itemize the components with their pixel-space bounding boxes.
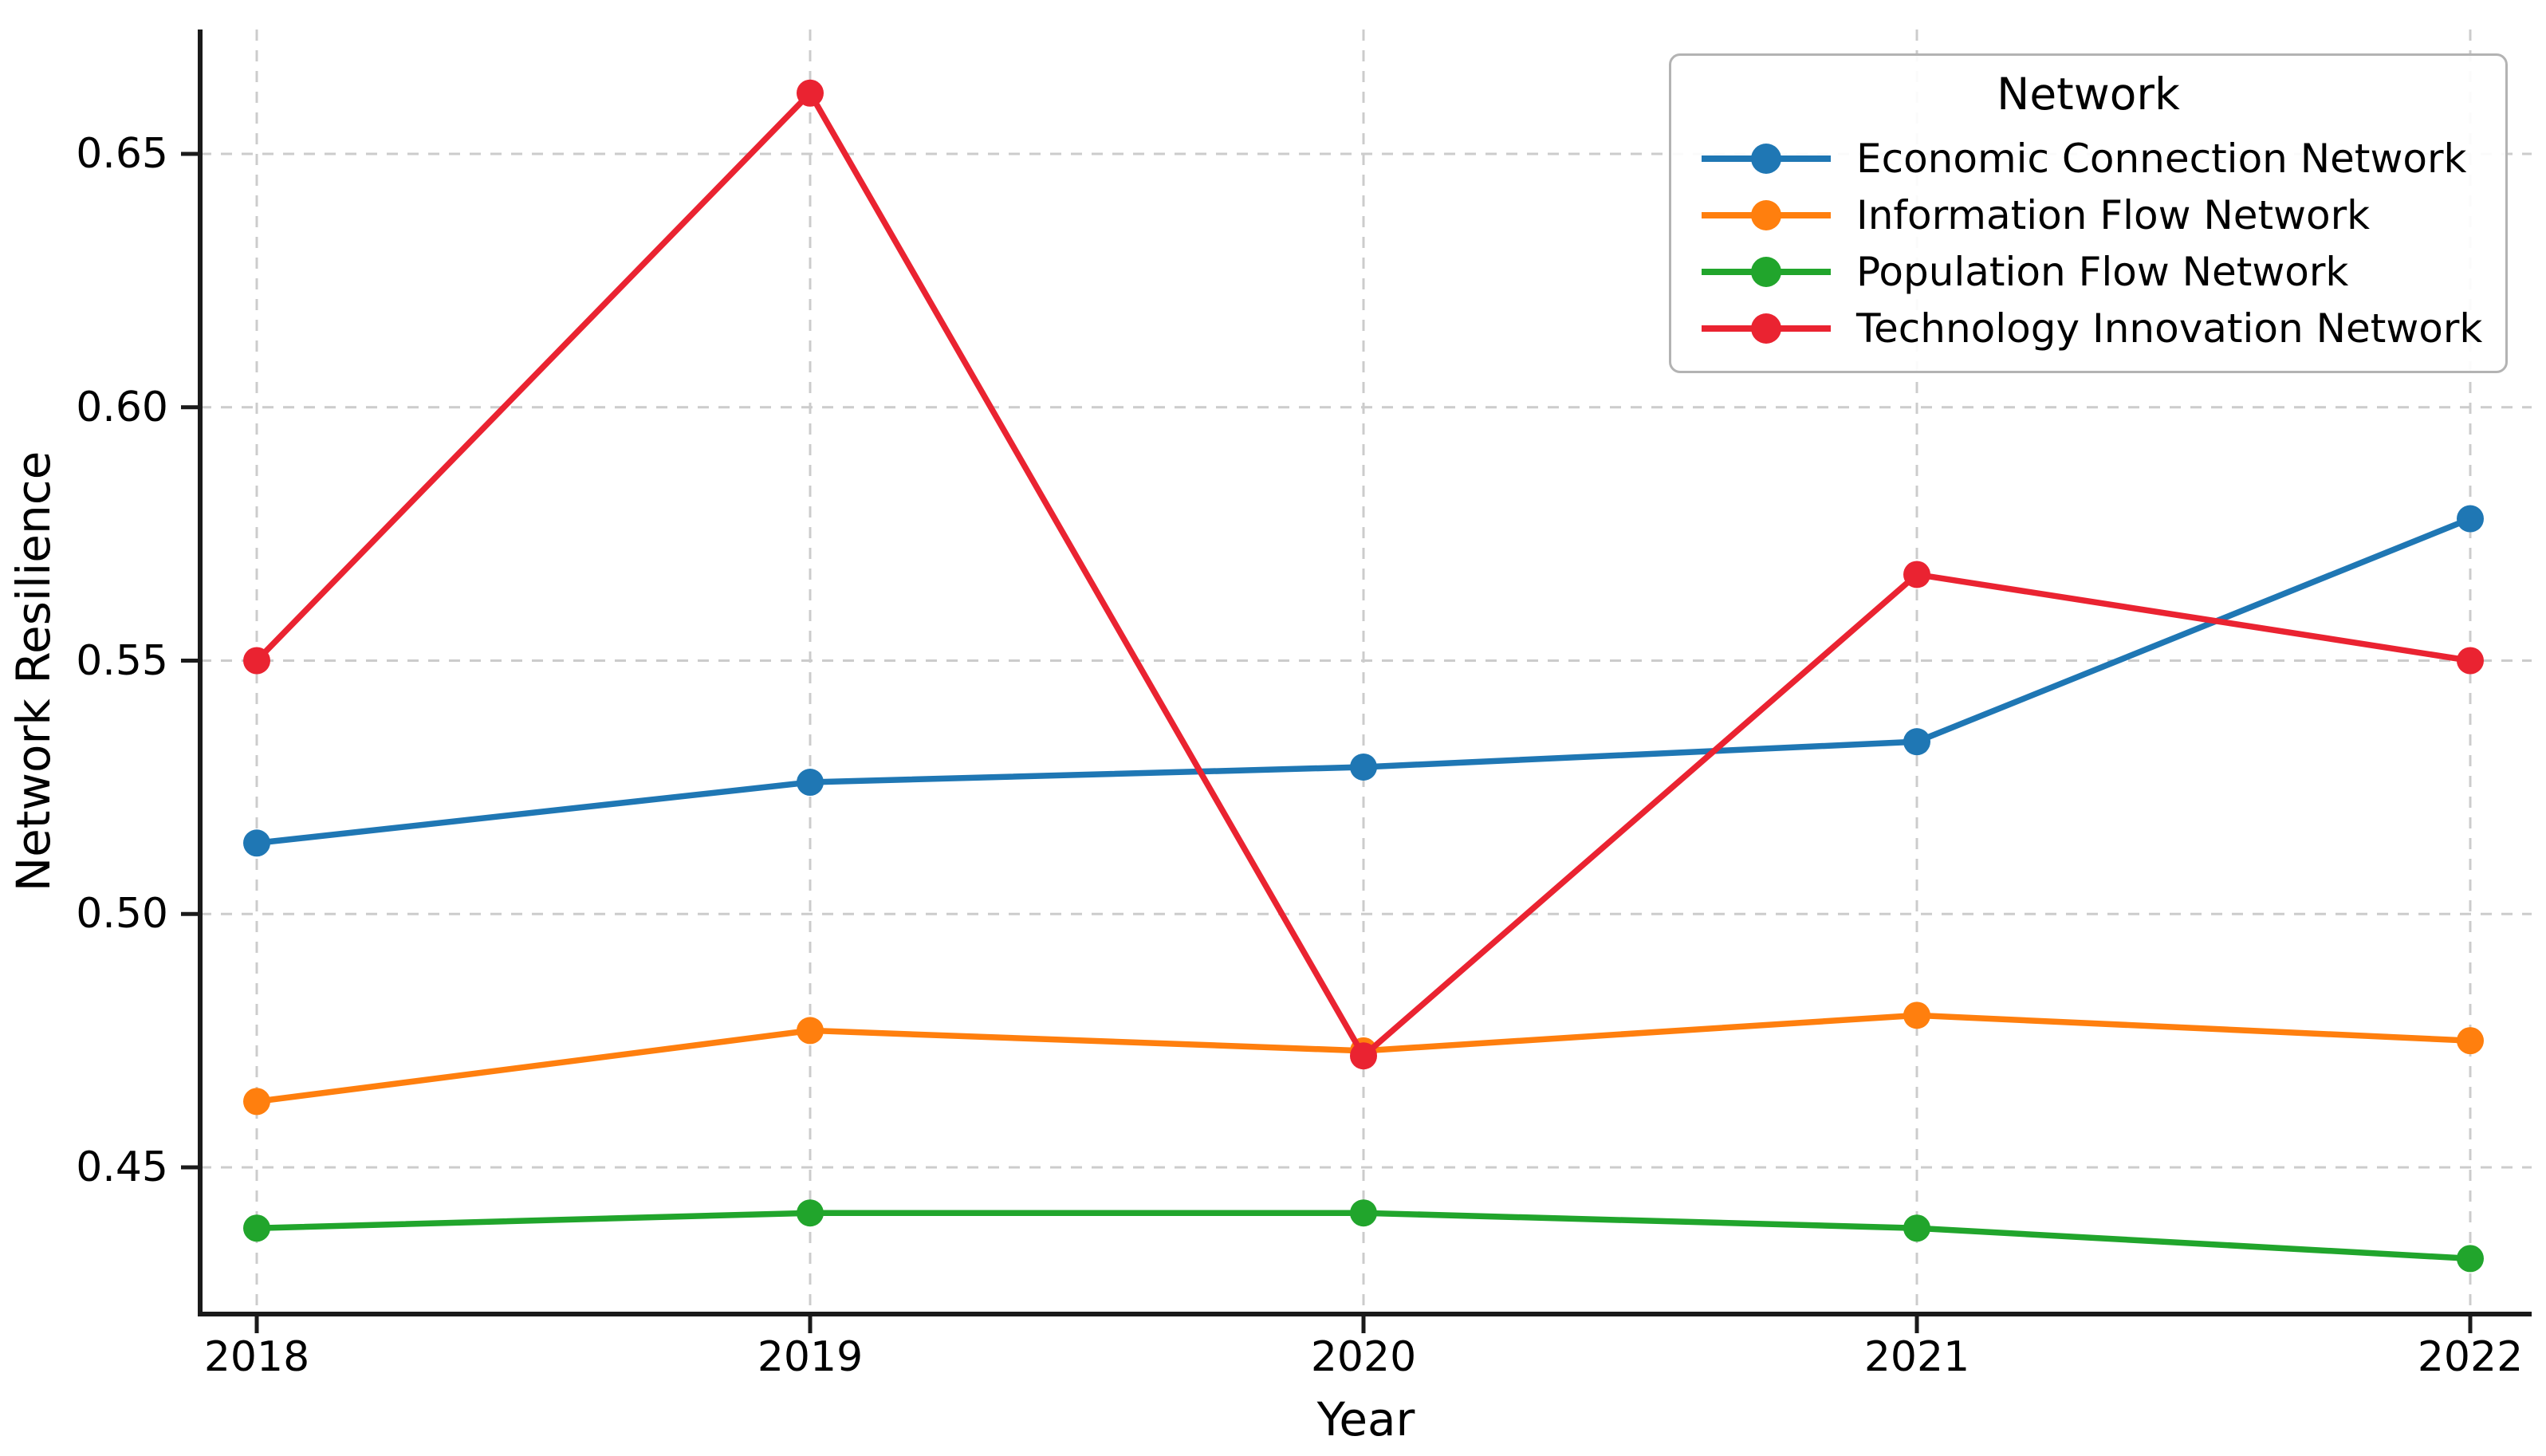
x-axis-title: Year: [1316, 1392, 1415, 1446]
data-point-marker: [243, 647, 270, 675]
data-point-marker: [243, 1088, 270, 1116]
x-tick-label: 2018: [203, 1333, 310, 1381]
legend: Network Economic Connection Network Infor…: [1669, 53, 2508, 373]
data-point-marker: [2457, 1027, 2484, 1055]
legend-item-label: Technology Innovation Network: [1856, 305, 2483, 352]
legend-marker-icon: [1702, 144, 1831, 175]
data-point-marker: [243, 1214, 270, 1242]
data-point-marker: [1350, 1199, 1377, 1227]
x-tick-label: 2019: [757, 1333, 864, 1381]
data-point-marker: [2457, 505, 2484, 533]
y-tick-label: 0.55: [76, 636, 168, 685]
x-tick-label: 2020: [1310, 1333, 1417, 1381]
legend-dot: [1751, 256, 1781, 287]
series-technology-innovation-network: [243, 79, 2484, 1070]
series-economic-connection-network: [243, 505, 2484, 857]
data-point-marker: [797, 769, 824, 797]
legend-item-label: Population Flow Network: [1856, 248, 2349, 295]
legend-rows: Economic Connection Network Information F…: [1698, 131, 2482, 356]
y-tick-label: 0.50: [76, 890, 168, 939]
legend-dot: [1751, 144, 1781, 175]
legend-dot: [1751, 313, 1781, 344]
legend-marker-icon: [1702, 200, 1831, 231]
legend-item: Population Flow Network: [1698, 244, 2478, 301]
x-tick-label: 2021: [1863, 1333, 1970, 1381]
x-tick-label: 2022: [2417, 1333, 2524, 1381]
legend-marker-icon: [1702, 313, 1831, 344]
data-point-marker: [797, 1199, 824, 1227]
data-point-marker: [797, 79, 824, 107]
data-point-marker: [1350, 753, 1377, 781]
legend-dot: [1751, 200, 1781, 231]
y-tick-label: 0.65: [76, 130, 168, 178]
data-point-marker: [1903, 728, 1930, 756]
legend-title: Network: [1997, 69, 2180, 120]
y-axis-title: Network Resilience: [6, 451, 61, 892]
legend-marker-icon: [1702, 256, 1831, 287]
y-tick-label: 0.45: [76, 1143, 168, 1191]
data-point-marker: [1903, 561, 1930, 588]
data-point-marker: [2457, 1245, 2484, 1273]
data-point-marker: [243, 829, 270, 857]
legend-item: Technology Innovation Network: [1698, 300, 2482, 356]
data-point-marker: [2457, 647, 2484, 675]
y-tick-label: 0.60: [76, 383, 168, 431]
data-point-marker: [1903, 1214, 1930, 1242]
legend-item-label: Economic Connection Network: [1856, 136, 2467, 183]
data-point-marker: [1903, 1001, 1930, 1029]
series-population-flow-network: [243, 1199, 2484, 1273]
legend-item-label: Information Flow Network: [1856, 192, 2371, 239]
legend-item: Information Flow Network: [1698, 187, 2478, 244]
data-point-marker: [797, 1017, 824, 1045]
legend-item: Economic Connection Network: [1698, 131, 2478, 187]
data-point-marker: [1350, 1042, 1377, 1070]
